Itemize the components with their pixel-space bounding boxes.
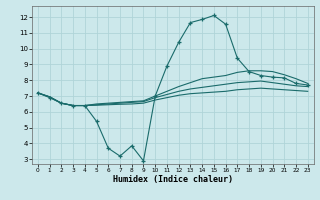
X-axis label: Humidex (Indice chaleur): Humidex (Indice chaleur) xyxy=(113,175,233,184)
